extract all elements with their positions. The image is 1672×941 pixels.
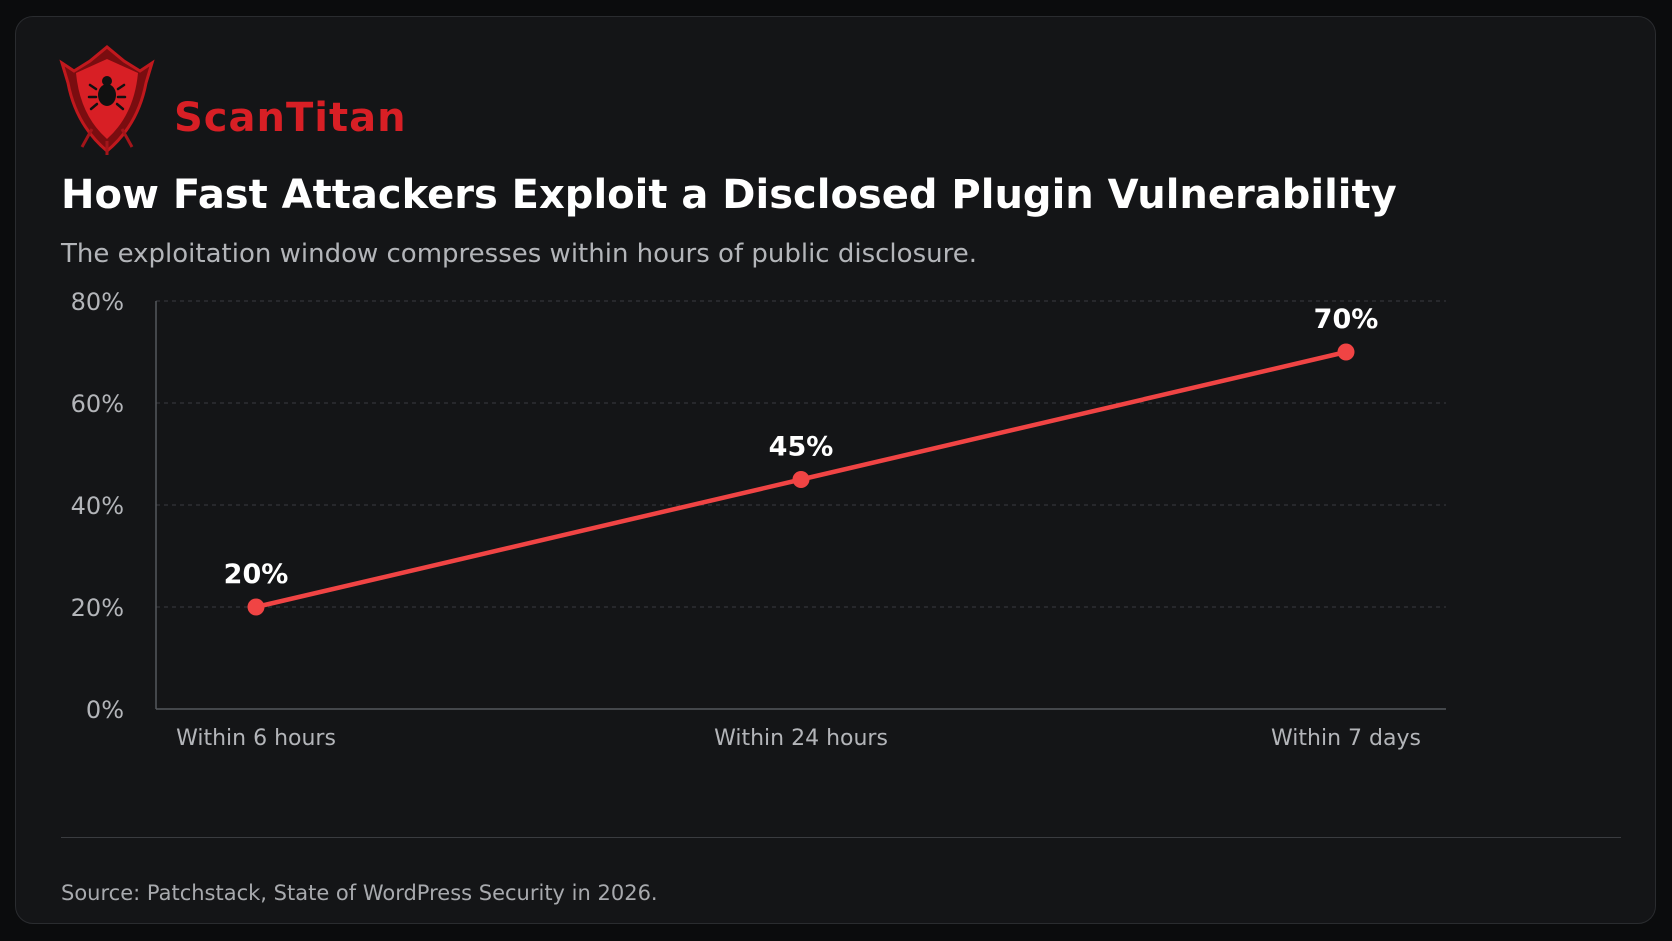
- data-label: 20%: [224, 559, 289, 590]
- x-tick-label: Within 6 hours: [176, 726, 336, 751]
- brand-logo: ScanTitan: [52, 43, 412, 163]
- y-tick-label: 80%: [71, 288, 124, 316]
- data-point: [247, 598, 265, 616]
- x-tick-label: Within 24 hours: [714, 726, 888, 751]
- data-point: [1337, 343, 1355, 361]
- chart-card: ScanTitan How Fast Attackers Exploit a D…: [15, 16, 1656, 924]
- chart-subtitle: The exploitation window compresses withi…: [61, 239, 977, 269]
- chart-title: How Fast Attackers Exploit a Disclosed P…: [61, 172, 1397, 218]
- line-chart: 0% 20% 40% 60% 80% Within 6 hours Within 24 ho…: [71, 288, 1446, 751]
- source-note: Source: Patchstack, State of WordPress S…: [61, 881, 658, 905]
- y-tick-label: 40%: [71, 492, 124, 520]
- y-tick-label: 60%: [71, 390, 124, 418]
- data-point: [792, 471, 810, 488]
- footer-divider: [61, 837, 1621, 838]
- y-tick-label: 0%: [86, 696, 124, 724]
- shield-bug-icon: [59, 45, 155, 155]
- data-label: 70%: [1314, 304, 1379, 335]
- y-tick-label: 20%: [71, 594, 124, 622]
- data-label: 45%: [769, 432, 834, 463]
- x-tick-label: Within 7 days: [1271, 726, 1421, 751]
- brand-name: ScanTitan: [174, 95, 407, 141]
